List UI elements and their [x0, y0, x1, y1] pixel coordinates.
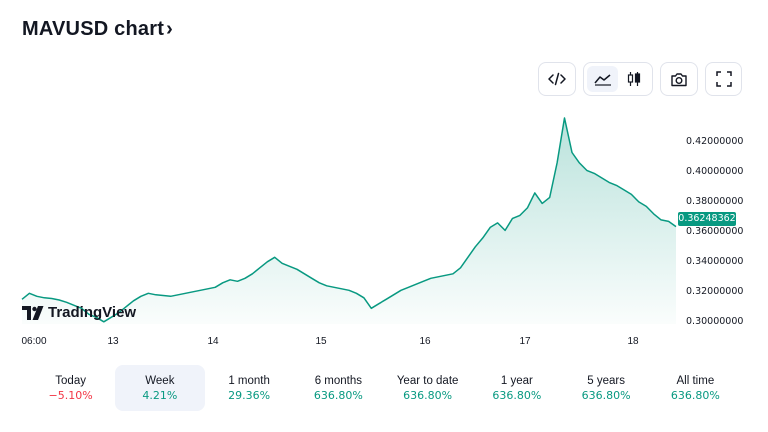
snapshot-button[interactable] [660, 62, 698, 96]
last-price-tag: 0.36248362 [678, 212, 736, 226]
period-change: 29.36% [228, 388, 271, 402]
period-change: −5.10% [48, 388, 93, 402]
period-week[interactable]: Week 4.21% [115, 365, 205, 411]
logo-text: TradingView [48, 304, 137, 321]
period-1-month[interactable]: 1 month 29.36% [205, 365, 294, 411]
y-tick-label: 0.34000000 [686, 256, 743, 267]
period-selector: Today −5.10% Week 4.21% 1 month 29.36% 6… [26, 365, 740, 411]
period-label: 1 month [228, 374, 270, 387]
price-chart[interactable]: 0.42000000 0.40000000 0.38000000 0.36000000… [0, 100, 768, 355]
y-tick-label: 0.30000000 [686, 316, 743, 327]
price-line [21, 117, 677, 323]
period-change: 4.21% [142, 388, 178, 402]
period-label: All time [676, 374, 715, 387]
y-tick-label: 0.36000000 [686, 226, 743, 237]
fullscreen-button[interactable] [705, 62, 742, 96]
tradingview-logo[interactable]: TradingView [22, 304, 136, 321]
price-area-fill [22, 118, 676, 324]
tradingview-logo-icon [22, 305, 44, 320]
period-change: 636.80% [492, 388, 542, 402]
period-label: Year to date [396, 374, 459, 387]
period-all-time[interactable]: All time 636.80% [651, 365, 740, 411]
candles-style-button[interactable] [618, 66, 649, 92]
period-change: 636.80% [403, 388, 453, 402]
title-text: MAVUSD chart [22, 18, 165, 40]
embed-button[interactable] [538, 62, 576, 96]
period-year-to-date[interactable]: Year to date 636.80% [383, 365, 472, 411]
x-tick-label: 14 [207, 336, 219, 347]
period-label: Today [55, 374, 86, 387]
x-tick-label: 16 [419, 336, 431, 347]
y-tick-label: 0.42000000 [686, 136, 743, 147]
period-1-year[interactable]: 1 year 636.80% [472, 365, 561, 411]
y-tick-label: 0.40000000 [686, 166, 743, 177]
period-5-years[interactable]: 5 years 636.80% [562, 365, 651, 411]
period-label: 6 months [314, 374, 363, 387]
candlestick-icon [627, 72, 640, 86]
x-tick-label: 17 [519, 336, 531, 347]
period-6-months[interactable]: 6 months 636.80% [294, 365, 383, 411]
period-change: 636.80% [581, 388, 631, 402]
line-chart-icon [593, 74, 611, 86]
period-label: 1 year [500, 374, 533, 387]
x-tick-label: 18 [627, 336, 639, 347]
x-tick-label: 15 [315, 336, 327, 347]
chevron-right-icon: › [166, 18, 173, 40]
code-icon [548, 72, 566, 86]
chart-style-toggle [583, 62, 653, 96]
camera-icon [671, 72, 687, 86]
period-change: 636.80% [670, 388, 720, 402]
period-label: 5 years [587, 374, 625, 387]
x-tick-label: 13 [107, 336, 119, 347]
x-tick-label: 06:00 [21, 336, 46, 347]
page-title[interactable]: MAVUSD chart › [22, 18, 173, 41]
fullscreen-icon [715, 71, 732, 87]
line-style-button[interactable] [587, 66, 618, 92]
period-today[interactable]: Today −5.10% [26, 365, 115, 411]
period-change: 636.80% [313, 388, 363, 402]
y-tick-label: 0.38000000 [686, 196, 743, 207]
period-label: Week [145, 374, 175, 387]
y-tick-label: 0.32000000 [686, 286, 743, 297]
